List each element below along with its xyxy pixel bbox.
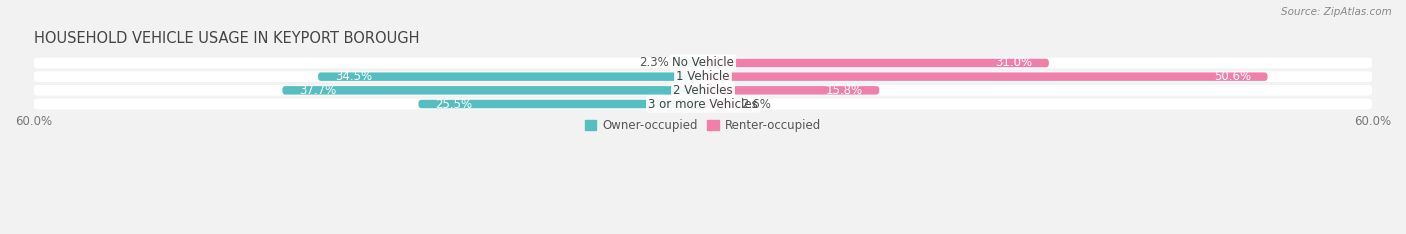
Text: 2.3%: 2.3%: [638, 56, 668, 69]
Text: 37.7%: 37.7%: [299, 84, 336, 97]
FancyBboxPatch shape: [34, 99, 1372, 109]
Text: 2.6%: 2.6%: [741, 98, 770, 110]
FancyBboxPatch shape: [283, 86, 703, 95]
Text: Source: ZipAtlas.com: Source: ZipAtlas.com: [1281, 7, 1392, 17]
Text: HOUSEHOLD VEHICLE USAGE IN KEYPORT BOROUGH: HOUSEHOLD VEHICLE USAGE IN KEYPORT BOROU…: [34, 31, 419, 46]
Text: 50.6%: 50.6%: [1213, 70, 1251, 83]
FancyBboxPatch shape: [703, 72, 1268, 81]
Text: 3 or more Vehicles: 3 or more Vehicles: [648, 98, 758, 110]
FancyBboxPatch shape: [318, 72, 703, 81]
FancyBboxPatch shape: [678, 59, 703, 67]
Legend: Owner-occupied, Renter-occupied: Owner-occupied, Renter-occupied: [579, 114, 827, 137]
FancyBboxPatch shape: [703, 59, 1049, 67]
Text: 1 Vehicle: 1 Vehicle: [676, 70, 730, 83]
Text: No Vehicle: No Vehicle: [672, 56, 734, 69]
FancyBboxPatch shape: [34, 71, 1372, 82]
FancyBboxPatch shape: [703, 100, 733, 108]
Text: 34.5%: 34.5%: [335, 70, 373, 83]
FancyBboxPatch shape: [703, 86, 879, 95]
Text: 31.0%: 31.0%: [995, 56, 1032, 69]
FancyBboxPatch shape: [34, 85, 1372, 96]
FancyBboxPatch shape: [34, 58, 1372, 68]
Text: 2 Vehicles: 2 Vehicles: [673, 84, 733, 97]
Text: 15.8%: 15.8%: [825, 84, 862, 97]
FancyBboxPatch shape: [419, 100, 703, 108]
Text: 25.5%: 25.5%: [436, 98, 472, 110]
